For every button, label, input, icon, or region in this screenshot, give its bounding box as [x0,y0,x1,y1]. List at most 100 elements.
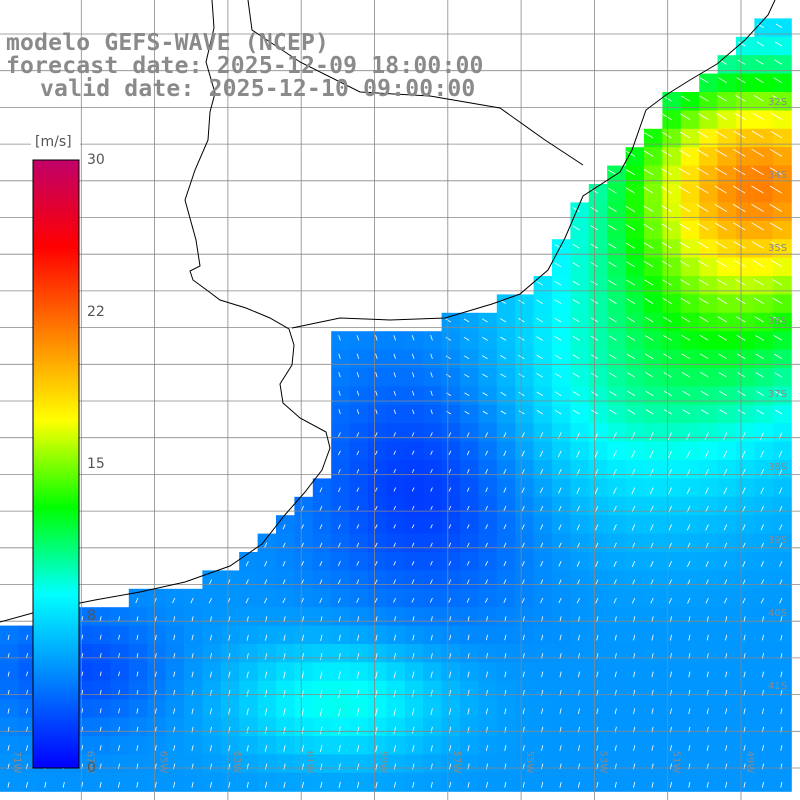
wind-speed-cell [404,386,424,406]
wind-arrow [753,278,764,286]
wind-speed-cell [625,276,645,295]
wind-speed-cell [736,386,755,406]
wind-arrow [504,634,507,641]
wind-arrow [644,132,654,139]
wind-speed-cell [736,92,755,111]
wind-arrow [356,390,360,396]
wind-speed-cell [754,239,774,259]
wind-arrow [521,524,525,530]
wind-speed-cell [662,294,682,314]
wind-arrow [154,671,157,677]
wind-arrow [779,542,783,549]
wind-arrow [136,653,139,659]
wind-arrow [751,185,764,194]
wind-arrow [338,634,341,641]
wind-arrow [337,579,341,585]
wind-arrow [686,450,691,459]
wind-arrow [755,372,764,378]
wind-speed-cell [570,239,590,259]
wind-speed-cell [717,202,737,222]
wind-arrow [732,204,746,212]
wind-arrow [541,634,544,641]
wind-arrow [627,409,636,415]
wind-speed-cell [772,202,792,222]
wind-arrow [356,561,360,566]
wind-speed-cell [717,92,737,111]
wind-arrow [779,561,783,567]
wind-arrow [338,671,341,679]
wind-arrow [572,317,580,323]
wind-arrow [554,391,562,396]
wind-arrow [608,206,617,212]
wind-arrow [558,542,562,549]
wind-arrow [751,241,764,249]
wind-arrow [697,241,709,249]
wind-arrow [633,781,636,788]
wind-arrow [81,616,84,622]
wind-arrow [99,781,102,788]
wind-arrow [625,205,636,212]
wind-arrow [626,150,636,157]
wind-arrow [643,168,654,176]
wind-arrow [651,671,654,678]
wind-arrow [466,469,470,474]
wind-arrow [356,745,360,753]
wind-arrow [686,469,691,477]
wind-arrow [625,242,636,249]
wind-arrow [464,410,470,415]
wind-speed-cell [607,184,627,203]
wind-speed-cell [644,128,663,148]
wind-arrow [375,353,378,359]
wind-arrow [715,241,728,249]
wind-arrow [7,634,10,640]
wind-arrow [625,169,636,176]
wind-speed-cell [717,55,737,75]
wind-arrow [136,708,139,714]
wind-speed-cell [588,220,608,240]
wind-speed-cell [736,220,755,240]
wind-arrow [778,450,783,458]
wind-arrow [191,781,194,788]
wind-arrow [356,597,360,603]
wind-arrow [135,597,139,604]
wind-arrow [319,671,323,679]
wind-arrow [771,278,783,286]
wind-speed-cell [772,257,792,277]
wind-arrow [540,597,544,604]
wind-arrow [393,432,396,437]
wind-arrow [246,708,249,716]
wind-arrow [577,708,580,715]
wind-arrow [411,450,415,455]
wind-speed-cell [552,368,571,387]
wind-arrow [412,781,415,788]
wind-arrow [265,634,268,641]
wind-arrow [751,222,764,231]
wind-speed-cell [772,73,792,93]
wind-arrow [780,781,783,788]
wind-speed-cell [717,110,737,130]
wind-arrow [558,487,562,494]
wind-arrow [576,561,580,567]
wind-speed-cell [515,294,535,314]
wind-arrow [626,372,636,378]
wind-arrow [725,745,728,751]
wind-speed-cell [607,404,627,424]
wind-speed-cell [496,386,516,406]
wind-speed-cell [331,386,351,406]
wind-arrow [25,745,28,751]
wind-speed-cell [625,368,645,387]
wind-arrow [614,671,617,678]
wind-speed-cell [772,404,792,424]
wind-speed-cell [772,110,792,130]
wind-speed-cell [386,404,406,424]
wind-arrow [338,763,341,770]
wind-arrow [448,432,452,437]
wind-speed-cell [772,165,792,185]
wind-arrow [742,561,746,567]
wind-arrow [715,260,728,268]
wind-speed-cell [680,404,700,424]
lat-label: 32S [768,97,787,108]
wind-arrow [687,561,691,567]
wind-arrow [319,689,323,698]
wind-arrow [393,524,396,529]
